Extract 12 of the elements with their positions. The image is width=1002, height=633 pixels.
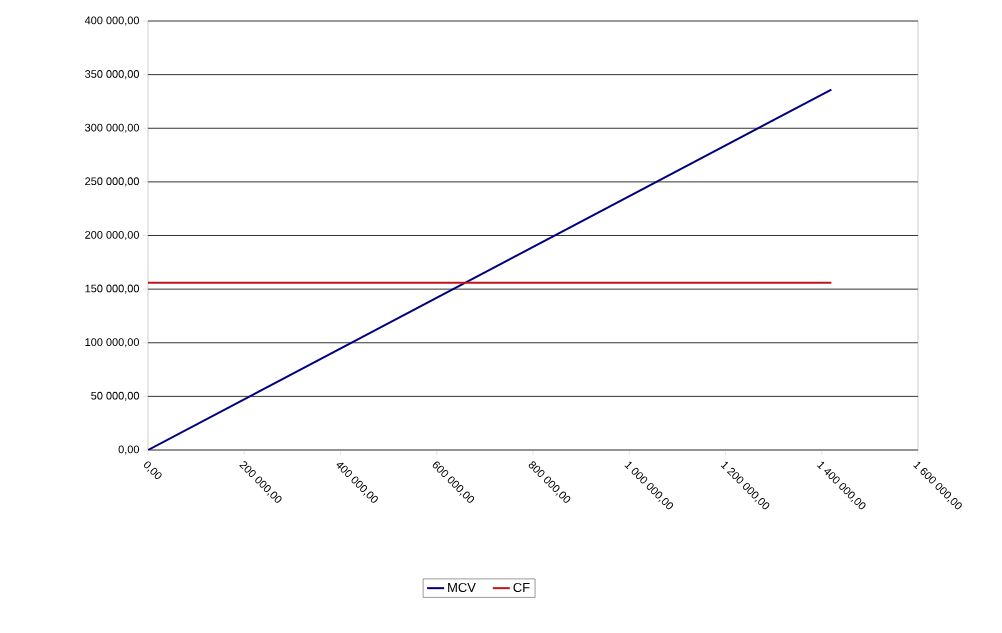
- y-tick-label: 0,00: [118, 445, 140, 455]
- y-tick-label: 150 000,00: [85, 284, 140, 294]
- x-tick-label: 0,00: [143, 461, 162, 480]
- y-tick-label: 100 000,00: [85, 338, 140, 348]
- y-tick-label: 250 000,00: [85, 177, 140, 187]
- y-tick-label: 200 000,00: [85, 230, 140, 241]
- y-tick-label: 300 000,00: [85, 123, 140, 133]
- legend-label: MCV: [448, 582, 476, 593]
- y-tick-label: 400 000,00: [84, 16, 140, 26]
- y-tick-label: 50 000,00: [91, 391, 140, 401]
- y-tick-label: 350 000,00: [85, 70, 140, 80]
- legend-label: CF: [513, 582, 530, 593]
